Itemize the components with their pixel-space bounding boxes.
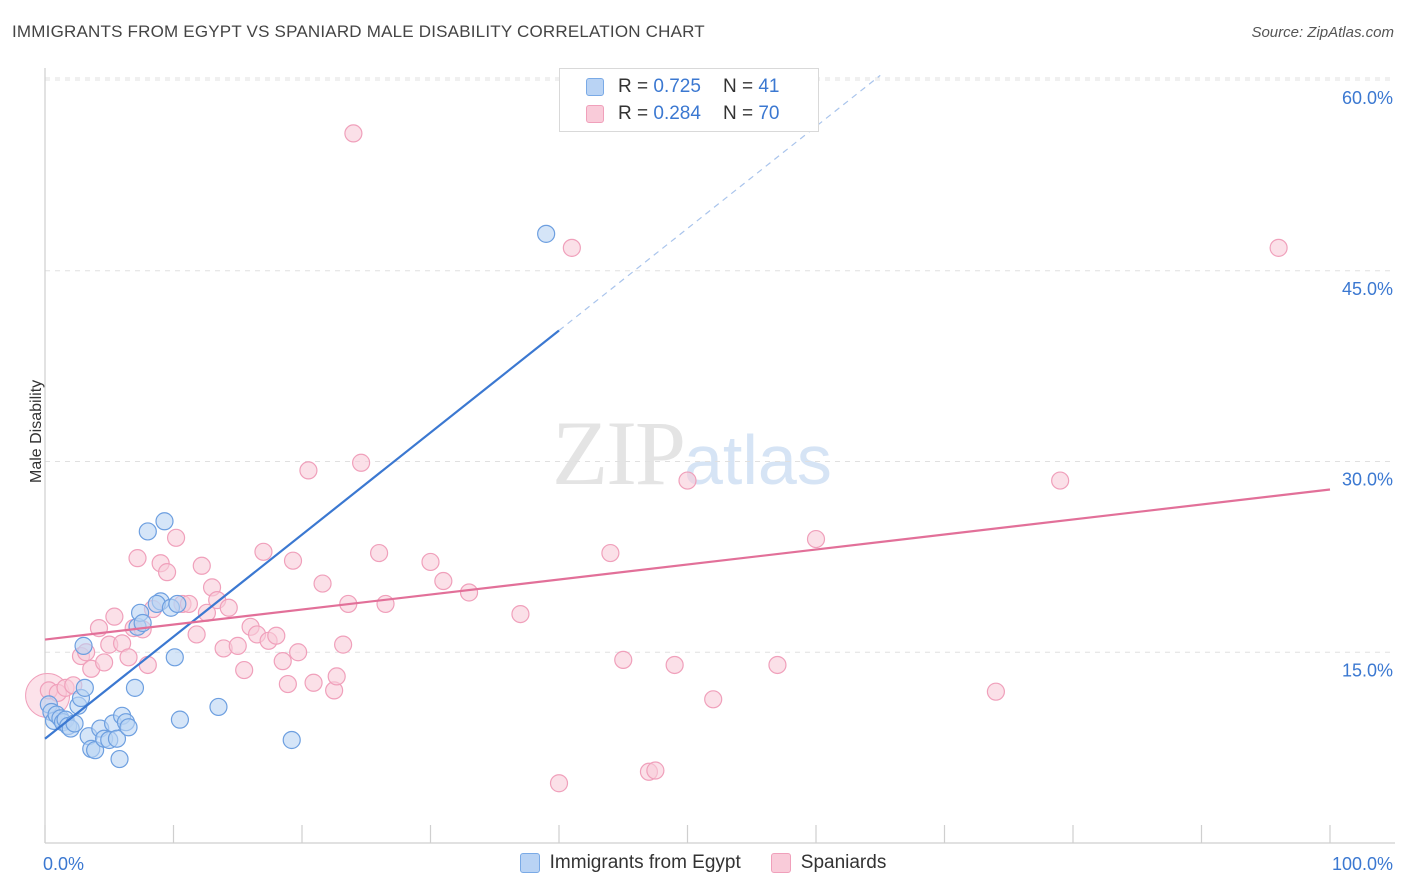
series-legend-label: Immigrants from Egypt <box>549 852 741 873</box>
spaniards-point <box>304 673 323 692</box>
egypt-point <box>170 710 190 729</box>
spaniards-trend-line <box>44 488 1331 641</box>
egypt-point <box>209 697 228 717</box>
spaniards-point <box>313 574 332 593</box>
spaniards-point <box>289 643 308 662</box>
grid-lines <box>45 77 1395 653</box>
legend-n-value: 41 <box>758 76 780 97</box>
spaniards-point <box>806 529 826 549</box>
series-legend: Immigrants from Egypt Spaniards <box>0 852 1406 874</box>
egypt-point <box>119 718 138 737</box>
spaniards-point <box>459 583 479 602</box>
spaniards-point <box>283 551 303 570</box>
legend-n-value: 70 <box>758 103 780 124</box>
spaniards-point <box>187 625 206 644</box>
spaniards-point <box>768 655 787 675</box>
spaniards-point <box>986 682 1006 701</box>
spaniards-point <box>138 655 157 675</box>
x-tick-label: 0.0% <box>43 854 84 874</box>
spaniards-point <box>549 774 569 793</box>
spaniards-point <box>278 674 297 694</box>
series-swatch-egypt <box>519 853 540 873</box>
x-tick-label: 100.0% <box>1332 854 1393 874</box>
y-tick-label: 45.0% <box>1342 279 1393 299</box>
legend-r-value: 0.725 <box>653 76 701 97</box>
spaniards-point <box>119 648 138 667</box>
egypt-point <box>282 730 301 750</box>
legend-swatch-egypt <box>586 78 604 96</box>
egypt-trend-extension <box>558 74 881 331</box>
spaniards-point <box>665 655 684 675</box>
egypt-point <box>125 678 145 697</box>
egypt-point <box>107 729 127 748</box>
spaniards-point <box>1051 471 1070 490</box>
spaniards-point <box>678 471 697 490</box>
spaniards-point <box>344 124 363 143</box>
spaniards-point <box>327 667 346 686</box>
spaniards-point <box>105 607 124 626</box>
egypt-point <box>138 522 157 541</box>
y-tick-label: 30.0% <box>1342 470 1393 490</box>
egypt-point <box>74 636 93 655</box>
watermark-zip: ZIP <box>552 402 686 504</box>
y-tick-label: 15.0% <box>1342 660 1393 680</box>
spaniards-point <box>192 556 211 575</box>
legend-swatch-spaniards <box>586 105 604 123</box>
axes <box>44 68 1395 844</box>
spaniards-point <box>299 461 318 480</box>
spaniards-point <box>614 650 633 669</box>
source-credit: Source: ZipAtlas.com <box>1251 24 1394 41</box>
spaniards-point <box>601 543 620 563</box>
legend-n-label: N = <box>722 76 754 97</box>
legend-row-spaniards: R = 0.284 N = 70 <box>586 101 779 127</box>
legend-row-egypt: R = 0.725 N = 41 <box>586 74 779 100</box>
correlation-legend: R = 0.725 N = 41 R = 0.284 N = 70 <box>559 68 819 132</box>
spaniards-point <box>235 660 254 680</box>
watermark-atlas: atlas <box>684 421 832 499</box>
egypt-point <box>65 714 84 733</box>
spaniards-point <box>254 542 273 561</box>
spaniards-point <box>334 635 353 654</box>
tick-labels: 15.0% 30.0% 45.0% 60.0% 0.0% 100.0% <box>43 88 1393 874</box>
egypt-point <box>110 749 129 769</box>
spaniards-point <box>434 571 453 591</box>
series-swatch-spaniards <box>770 853 791 873</box>
legend-r-label: R = <box>618 103 649 124</box>
legend-r-label: R = <box>618 76 649 97</box>
spaniards-point <box>421 552 440 572</box>
spaniards-point <box>128 549 147 568</box>
egypt-point <box>168 594 187 614</box>
series-legend-label: Spaniards <box>800 852 887 873</box>
trend-lines <box>44 74 1331 740</box>
spaniards-point <box>95 653 114 672</box>
series-legend-spaniards: Spaniards <box>770 852 887 874</box>
spaniards-point <box>511 604 530 624</box>
spaniards-point <box>704 690 723 709</box>
y-tick-label: 60.0% <box>1342 88 1393 108</box>
spaniards-point <box>228 636 247 655</box>
spaniards-point <box>166 528 186 547</box>
spaniards-point <box>273 652 292 671</box>
spaniards-point <box>370 543 389 563</box>
series-legend-egypt: Immigrants from Egypt <box>519 852 741 874</box>
legend-n-label: N = <box>722 103 754 124</box>
spaniards-point <box>646 761 665 780</box>
spaniards-point <box>562 238 581 257</box>
spaniards-point <box>267 626 286 645</box>
spaniards-point <box>219 598 238 617</box>
watermark: ZIPatlas <box>552 400 832 506</box>
spaniards-point <box>352 453 371 472</box>
spaniards-point <box>1269 238 1288 257</box>
egypt-point <box>165 648 184 667</box>
egypt-point <box>155 512 174 531</box>
spaniards-point <box>157 563 177 582</box>
legend-r-value: 0.284 <box>653 103 701 124</box>
chart-title: IMMIGRANTS FROM EGYPT VS SPANIARD MALE D… <box>12 22 705 41</box>
data-points <box>25 124 1288 793</box>
egypt-trend-line <box>44 329 560 740</box>
egypt-point <box>75 678 94 697</box>
egypt-point <box>537 224 556 243</box>
